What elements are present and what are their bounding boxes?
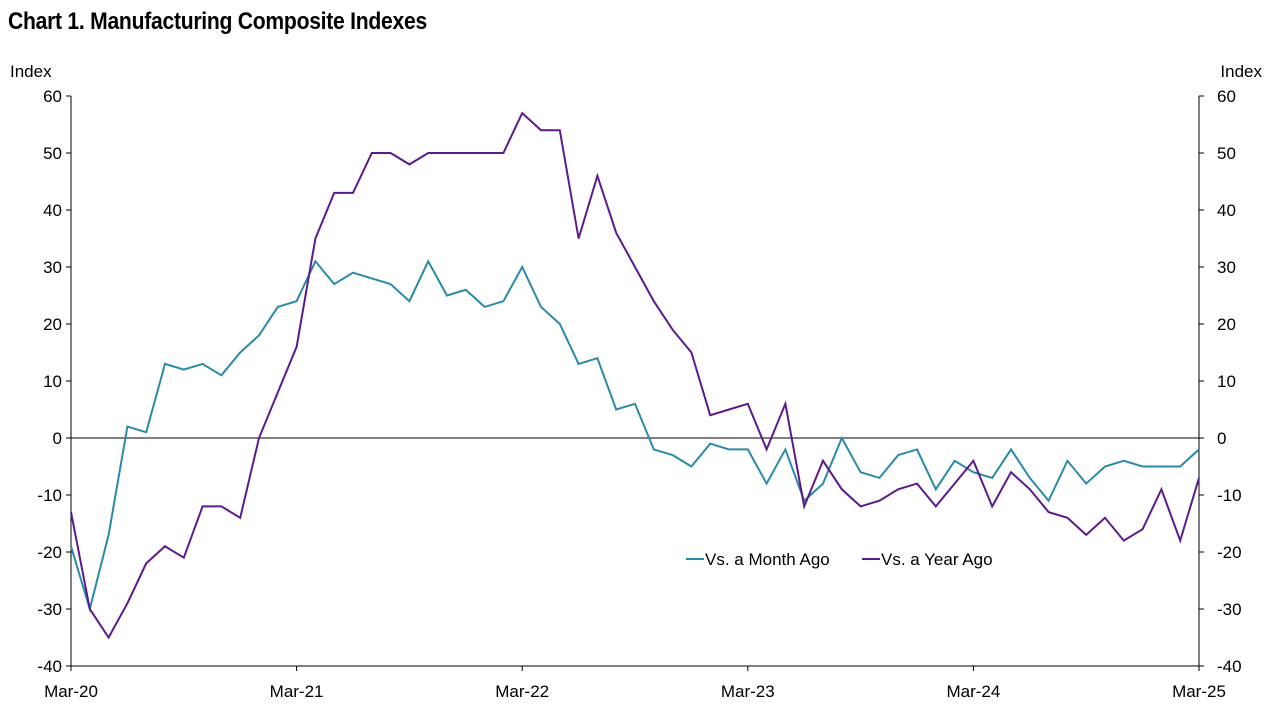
- y-tick-label-right: -40: [1217, 657, 1242, 676]
- y-tick-label-right: 50: [1217, 144, 1236, 163]
- axes-group: [66, 95, 1204, 671]
- series-group: [70, 111, 1200, 640]
- y-tick-label-right: 20: [1217, 315, 1236, 334]
- x-tick-label: Mar-25: [1172, 682, 1226, 701]
- y-tick-label-left: -20: [37, 543, 62, 562]
- y-tick-label-left: 20: [43, 315, 62, 334]
- y-tick-label-right: 30: [1217, 258, 1236, 277]
- y-tick-label-left: 60: [43, 87, 62, 106]
- y-tick-label-right: 60: [1217, 87, 1236, 106]
- legend-label-month-ago: Vs. a Month Ago: [705, 550, 830, 569]
- x-tick-label: Mar-21: [270, 682, 324, 701]
- x-tick-label: Mar-24: [946, 682, 1000, 701]
- y-tick-label-right: -20: [1217, 543, 1242, 562]
- y-tick-label-right: 0: [1217, 429, 1226, 448]
- y-tick-label-left: -40: [37, 657, 62, 676]
- legend-label-year-ago: Vs. a Year Ago: [881, 550, 993, 569]
- y-tick-label-right: 40: [1217, 201, 1236, 220]
- y-axis-label-right: Index: [1220, 62, 1262, 81]
- y-tick-label-left: -10: [37, 486, 62, 505]
- y-tick-label-left: 10: [43, 372, 62, 391]
- tick-labels-group: 60 60 50 50 40 40 30 30 20 20 10 10 0 0 -10 -10 -20 -20 -3…: [10, 62, 1262, 701]
- series-line-year-ago: [70, 111, 1200, 640]
- y-tick-label-left: -30: [37, 600, 62, 619]
- y-tick-label-left: 0: [53, 429, 62, 448]
- y-tick-label-right: 10: [1217, 372, 1236, 391]
- y-tick-label-right: -30: [1217, 600, 1242, 619]
- x-tick-label: Mar-23: [721, 682, 775, 701]
- legend: Vs. a Month Ago Vs. a Year Ago: [686, 550, 993, 569]
- y-tick-label-left: 30: [43, 258, 62, 277]
- series-line-month-ago: [70, 259, 1200, 613]
- y-tick-label-right: -10: [1217, 486, 1242, 505]
- y-tick-label-left: 50: [43, 144, 62, 163]
- y-tick-label-left: 40: [43, 201, 62, 220]
- x-tick-label: Mar-20: [44, 682, 98, 701]
- y-axis-label-left: Index: [10, 62, 52, 81]
- chart-title: Chart 1. Manufacturing Composite Indexes: [8, 8, 427, 35]
- x-tick-label: Mar-22: [495, 682, 549, 701]
